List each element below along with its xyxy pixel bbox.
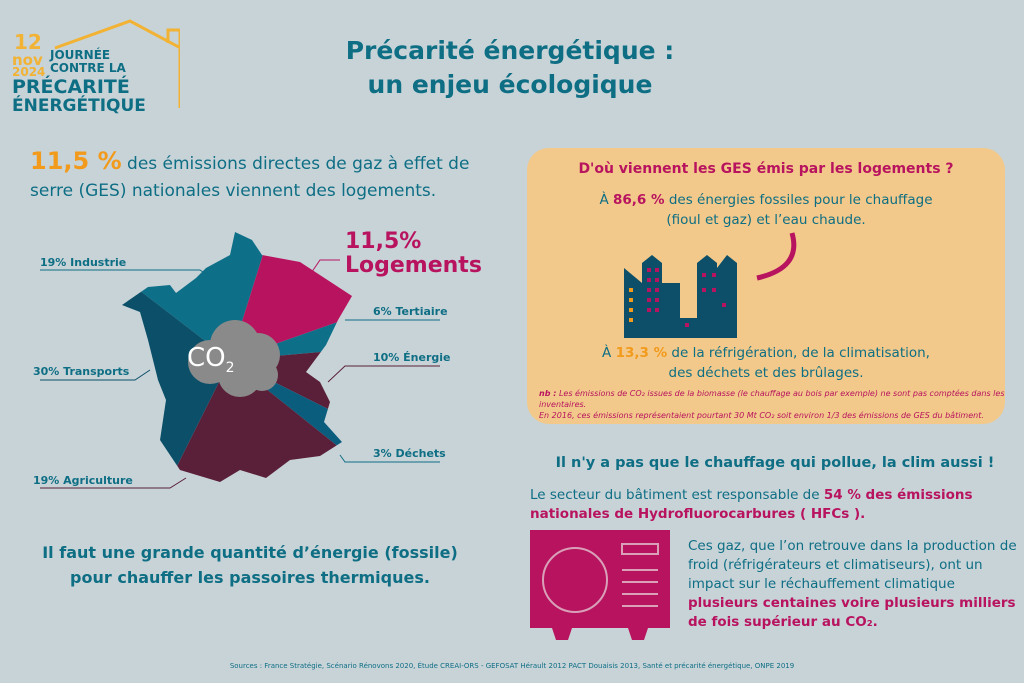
- building-icon: [624, 232, 797, 338]
- leader-line: [339, 454, 440, 463]
- logo-line4: ÉNERGÉTIQUE: [12, 96, 146, 116]
- hfc-impact-text: Ces gaz, que l’on retrouve dans la produ…: [688, 538, 1017, 630]
- label-energie: 10% Énergie: [373, 351, 451, 364]
- co2-label: CO2: [187, 343, 235, 377]
- leader-line: [327, 365, 440, 383]
- label-logements: 11,5% Logements: [345, 229, 482, 278]
- panel-question: D'où viennent les GES émis par les logem…: [578, 161, 954, 177]
- logo-year: 2024: [12, 65, 46, 79]
- logo-day: 12: [14, 30, 42, 54]
- fossil-text: À 86,6 % des énergies fossiles pour le c…: [599, 192, 933, 228]
- other-text: À 13,3 % de la réfrigération, de la clim…: [602, 345, 930, 381]
- arrow-in-icon: [756, 232, 797, 281]
- air-conditioner-icon: [530, 530, 670, 640]
- house-outline-icon: [54, 19, 180, 108]
- logo-line3: PRÉCARITÉ: [12, 76, 130, 98]
- panel-note: nb : Les émissions de CO₂ issues de la b…: [539, 389, 1005, 420]
- leader-line: [40, 269, 213, 279]
- clim-title: Il n'y a pas que le chauffage qui pollue…: [555, 455, 995, 471]
- intro-body: des émissions directes de gaz à effet de…: [30, 154, 470, 201]
- logo-line1: JOURNÉE: [50, 48, 111, 62]
- label-agriculture: 19% Agriculture: [33, 474, 133, 487]
- title-line2: un enjeu écologique: [367, 70, 653, 99]
- label-transports: 30% Transports: [33, 365, 130, 378]
- co2-cloud-icon: [188, 320, 280, 397]
- logo-line2: CONTRE LA: [50, 61, 126, 75]
- bottom-statement: Il faut une grande quantité d’énergie (f…: [42, 543, 458, 587]
- label-dechets: 3% Déchets: [373, 447, 446, 460]
- intro-value: 11,5 %: [30, 147, 122, 175]
- leader-line: [304, 259, 340, 283]
- logo-month: nov: [12, 51, 43, 69]
- title-line1: Précarité énergétique :: [345, 36, 675, 65]
- sources: Sources : France Stratégie, Scénario Rén…: [229, 662, 795, 670]
- page-title: Précarité énergétique : un enjeu écologi…: [300, 34, 720, 102]
- sector-dechets: [230, 360, 352, 470]
- ges-sources-panel: D'où viennent les GES émis par les logem…: [527, 148, 1005, 424]
- leader-line: [40, 477, 187, 489]
- label-tertiaire: 6% Tertiaire: [373, 305, 448, 318]
- label-industrie: 19% Industrie: [40, 256, 127, 269]
- hfc-text: Le secteur du bâtiment est responsable d…: [530, 487, 973, 522]
- intro-text: 11,5 % des émissions directes de gaz à e…: [30, 148, 490, 205]
- leader-line: [40, 369, 151, 381]
- france-map: [40, 232, 440, 489]
